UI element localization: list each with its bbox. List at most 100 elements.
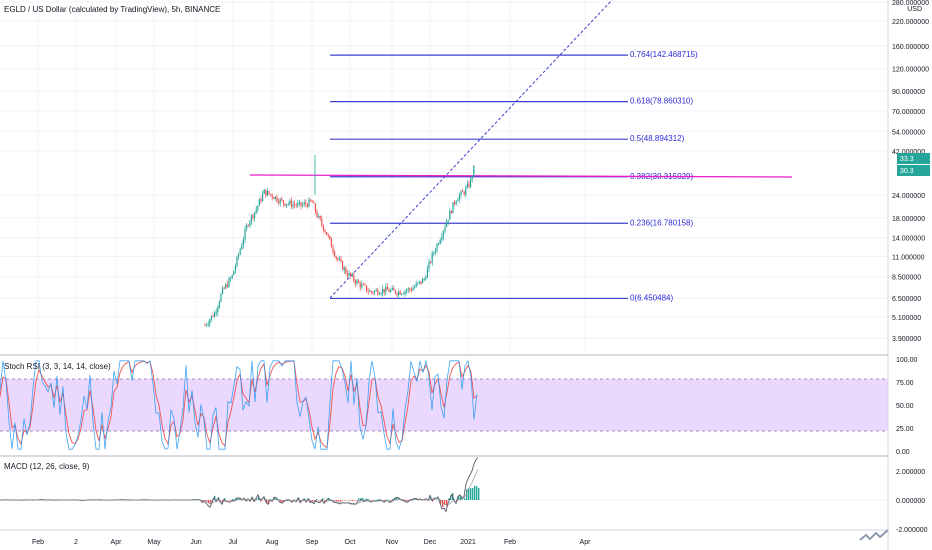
candle-body [282, 200, 284, 204]
candle-body [370, 291, 372, 293]
stoch-title[interactable]: Stoch RSI (3, 3, 14, 14, close) [4, 362, 111, 371]
candle-body [334, 251, 336, 257]
candle-body [322, 225, 324, 231]
macd-histogram-bar [360, 498, 362, 500]
macd-histogram-bar [470, 488, 472, 500]
candle-body [231, 274, 233, 279]
candle-body [297, 203, 299, 206]
candle-body [425, 277, 427, 280]
candle-body [270, 193, 272, 195]
macd-histogram-bar [224, 498, 226, 500]
candle-body [358, 280, 360, 283]
candle-body [234, 265, 236, 272]
price-axis[interactable]: 280.000000 220.000000 160.000000 120.000000… [892, 0, 929, 343]
price-tick-label: 11.000000 [892, 254, 925, 261]
macd-histogram-bar [332, 499, 334, 501]
candle-body [466, 183, 468, 188]
candle-body [225, 284, 227, 289]
stoch-tick-label: 25.00 [896, 426, 914, 433]
candle-body [452, 202, 454, 214]
macd-histogram-bar [368, 499, 370, 500]
candle-body [362, 284, 364, 285]
macd-title[interactable]: MACD (12, 26, close, 9) [4, 462, 90, 471]
grid-lines [0, 0, 888, 354]
candle-body [284, 203, 286, 206]
macd-signal-line [0, 469, 479, 506]
candle-body [382, 288, 384, 294]
candle-body [223, 287, 225, 289]
macd-histogram-bar [440, 500, 442, 504]
candle-body [247, 225, 249, 227]
macd-histogram-bar [462, 499, 464, 500]
macd-histogram-bar [330, 499, 332, 500]
candle-body [215, 312, 217, 313]
time-tick-label: 2 [74, 539, 78, 546]
candle-body [430, 261, 432, 263]
macd-histogram-bar [458, 496, 460, 500]
price-candles [204, 154, 475, 328]
candle-body [415, 283, 417, 287]
candle-body [391, 287, 393, 290]
macd-histogram-bar [442, 500, 444, 507]
macd-histogram-bar [334, 500, 336, 502]
macd-histogram-bar [432, 500, 434, 502]
candle-body [210, 315, 212, 320]
candle-body [265, 189, 267, 196]
candle-body [417, 282, 419, 284]
candle-body [438, 243, 440, 245]
macd-histogram-bar [384, 500, 386, 502]
tradingview-logo [859, 529, 889, 541]
candle-body [348, 273, 350, 277]
price-tick-label: 6.500000 [892, 296, 921, 303]
macd-histogram-bar [394, 498, 396, 500]
time-axis[interactable]: Feb 2 Apr May Jun Jul Aug Sep Oct Nov Dec 2021 Feb Ap… [32, 539, 591, 546]
macd-histogram-bar [340, 500, 342, 502]
candle-body [399, 291, 401, 295]
price-tick-label: 3.900000 [892, 336, 921, 343]
resistance-line[interactable] [249, 174, 793, 178]
candle-body [422, 279, 424, 284]
candle-body [401, 293, 403, 295]
candle-body [383, 288, 385, 293]
candle-body [385, 286, 387, 293]
macd-histogram-bar [466, 489, 468, 500]
macd-histogram-bar [226, 500, 228, 501]
candle-body [463, 191, 465, 195]
macd-histogram-bar [382, 500, 384, 501]
candle-body [233, 271, 235, 275]
candle-body [410, 289, 412, 291]
candle-body [343, 267, 345, 270]
candle-body [274, 196, 276, 199]
candle-body [471, 176, 473, 179]
trend-line[interactable] [329, 0, 613, 299]
macd-axis: 2.000000 0.000000 -2.000000 [896, 469, 928, 534]
macd-histogram-bar [280, 500, 282, 503]
macd-histogram-bar [436, 499, 438, 501]
candle-body [300, 202, 302, 206]
second-price-tag-text: 30.3 [900, 168, 914, 175]
macd-histogram-bar [230, 500, 232, 501]
candle-body [455, 201, 457, 204]
stoch-tick-label: 50.00 [896, 403, 914, 410]
candle-body [286, 204, 288, 206]
macd-histogram-bar [212, 499, 214, 500]
macd-histogram-bar [390, 500, 392, 502]
candle-body [241, 245, 243, 250]
candle-body [258, 199, 260, 206]
candle-body [311, 201, 313, 203]
candle-body [249, 221, 251, 226]
candle-body [366, 285, 368, 292]
candle-body [252, 215, 254, 218]
candle-body [356, 280, 358, 284]
macd-histogram-bar [210, 500, 212, 504]
macd-histogram-bar [400, 499, 402, 501]
macd-histogram-bar [238, 498, 240, 500]
macd-histogram-bar [448, 498, 450, 500]
candle-body [404, 290, 406, 294]
candle-body [441, 236, 443, 240]
macd-histogram-bar [388, 499, 390, 501]
time-tick-label: Feb [32, 539, 44, 546]
candle-body [361, 284, 363, 288]
macd-histogram-bar [204, 500, 206, 501]
